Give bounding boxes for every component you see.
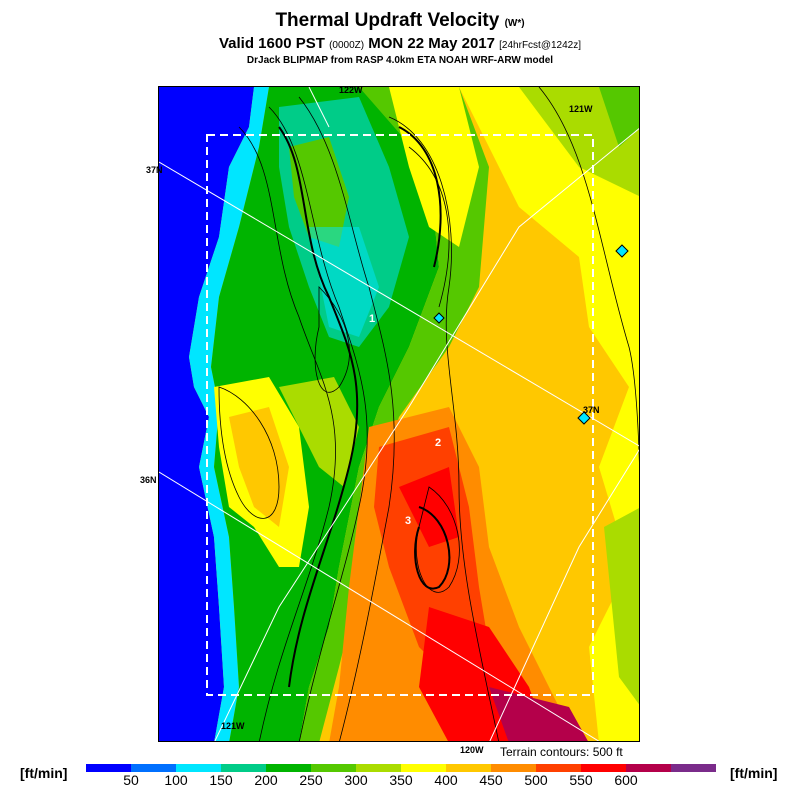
lon-label-120w: 120W: [460, 745, 484, 755]
color-scale-tick: 300: [344, 772, 368, 788]
color-swatch: [581, 764, 627, 772]
region-label-2: 2: [435, 437, 442, 449]
lon-label-122w: 122W: [339, 86, 363, 95]
terrain-contours-note: Terrain contours: 500 ft: [500, 745, 623, 759]
legend-unit-right: [ft/min]: [730, 765, 778, 781]
color-swatch: [311, 764, 357, 772]
color-swatch: [86, 764, 132, 772]
color-scale-tick: 400: [434, 772, 458, 788]
color-scale-tick: 550: [569, 772, 593, 788]
color-scale-tick: 150: [209, 772, 233, 788]
color-swatch: [626, 764, 672, 772]
lon-label-121w-top: 121W: [569, 104, 593, 114]
color-swatch: [491, 764, 537, 772]
color-swatch: [401, 764, 447, 772]
legend-unit-left: [ft/min]: [20, 765, 68, 781]
color-scale-tick: 600: [614, 772, 638, 788]
model-subtitle: DrJack BLIPMAP from RASP 4.0km ETA NOAH …: [246, 55, 554, 66]
color-scale-tick: 200: [254, 772, 278, 788]
lon-label-121w-bottom: 121W: [221, 721, 245, 731]
region-label-3: 3: [405, 515, 412, 527]
chart-title: Thermal Updraft Velocity (W*): [275, 10, 525, 31]
color-scale-tick: 450: [479, 772, 503, 788]
lat-label-37n-west: 37N: [146, 165, 163, 175]
valid-time: Valid 1600 PST (0000Z) MON 22 May 2017 […: [218, 35, 582, 52]
color-scale-tick: 350: [389, 772, 413, 788]
color-scale-tick: 50: [123, 772, 139, 788]
color-scale-tick: 100: [164, 772, 188, 788]
color-swatch: [131, 764, 177, 772]
lat-label-36n: 36N: [140, 475, 157, 485]
lat-label-37n-east: 37N: [583, 405, 600, 415]
color-swatch: [536, 764, 582, 772]
color-swatch: [266, 764, 312, 772]
thermal-map: 122W 122W 121W 121W 37N 1 2 3: [158, 86, 640, 742]
color-swatch: [356, 764, 402, 772]
color-swatch: [176, 764, 222, 772]
color-swatch: [671, 764, 716, 772]
thermal-field: 122W: [159, 87, 639, 741]
color-swatch: [446, 764, 492, 772]
color-swatch: [221, 764, 267, 772]
diamond-markers: [433, 244, 629, 425]
color-scale-tick: 250: [299, 772, 323, 788]
region-label-1: 1: [369, 313, 376, 325]
color-scale-bar: [86, 764, 716, 772]
color-scale-tick: 500: [524, 772, 548, 788]
